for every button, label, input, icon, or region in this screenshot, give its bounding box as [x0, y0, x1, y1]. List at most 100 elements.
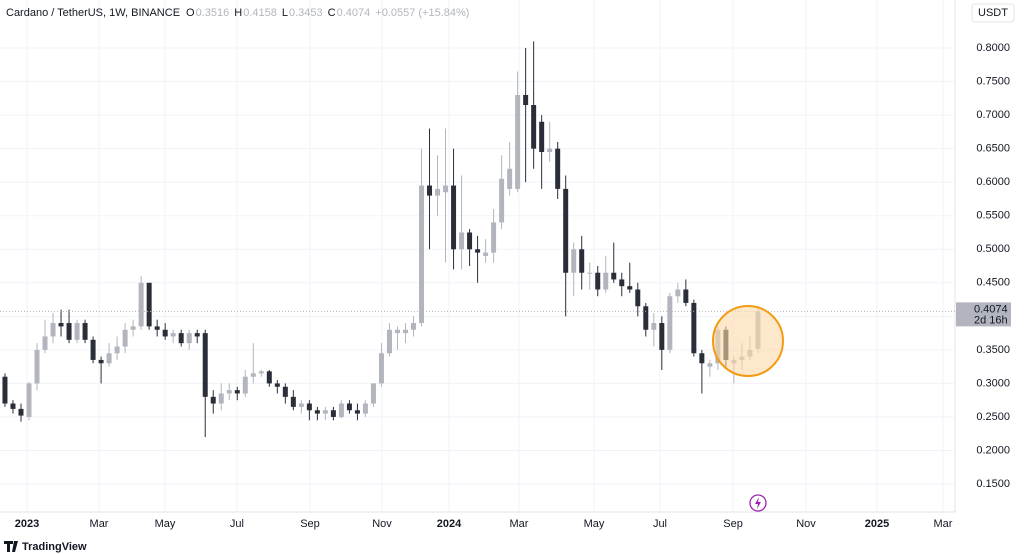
- candle-body: [314, 410, 320, 414]
- y-tick-label: 0.3500: [976, 344, 1010, 356]
- y-tick-label: 0.5500: [976, 210, 1010, 222]
- candle-body: [386, 329, 392, 354]
- candle-body: [202, 333, 208, 397]
- candle-body: [459, 232, 465, 250]
- candle-body: [146, 282, 152, 327]
- candle-body: [98, 359, 104, 364]
- candle-body: [555, 148, 561, 189]
- y-tick-label: 0.3000: [976, 377, 1010, 389]
- candle-body: [274, 383, 280, 387]
- ohlc-value: 0.3453: [289, 7, 323, 19]
- candle-body: [402, 329, 408, 334]
- candle-body: [226, 390, 232, 394]
- candle-body: [250, 373, 256, 377]
- candle-body: [114, 346, 120, 354]
- candle-body: [659, 323, 665, 350]
- candle-body: [162, 329, 168, 337]
- candle-body: [410, 323, 416, 330]
- y-tick-label: 0.5000: [976, 243, 1010, 255]
- logo-mark: [4, 541, 18, 552]
- candle-body: [266, 371, 272, 384]
- candle-body: [186, 333, 192, 344]
- candle-body: [635, 289, 641, 307]
- highlight-circle: [712, 305, 784, 377]
- candle-body: [322, 410, 328, 414]
- candle-body: [531, 105, 537, 149]
- ohlc-value: 0.4158: [243, 7, 277, 19]
- x-tick-label: Mar: [90, 518, 109, 530]
- candle-body: [394, 329, 400, 334]
- candle-body: [354, 410, 360, 414]
- candle-body: [595, 272, 601, 290]
- candle-body: [130, 326, 136, 330]
- candle-body: [210, 396, 216, 404]
- candle-body: [675, 289, 681, 297]
- candle-body: [603, 272, 609, 290]
- candle-body: [10, 403, 16, 409]
- candle-body: [619, 279, 625, 287]
- currency-button[interactable]: [971, 3, 1015, 23]
- candle-body: [26, 383, 32, 417]
- candle-body: [346, 403, 352, 411]
- candle-body: [82, 323, 88, 340]
- candle-body: [523, 94, 529, 106]
- candle-body: [571, 249, 577, 273]
- candle-body: [138, 282, 144, 327]
- ohlc-key: C: [328, 7, 336, 19]
- candle-body: [491, 222, 497, 253]
- candle-body: [154, 326, 160, 330]
- candle-body: [362, 403, 368, 414]
- x-tick-label: 2024: [437, 518, 462, 530]
- candle-body: [499, 178, 505, 223]
- header-title: Cardano / TetherUS, 1W, BINANCE: [6, 7, 180, 19]
- candle-body: [282, 386, 288, 397]
- candle-body: [435, 188, 441, 196]
- candle-body: [539, 121, 545, 152]
- candle-body: [106, 353, 112, 364]
- candle-body: [507, 168, 513, 189]
- x-tick-label: Nov: [796, 518, 816, 530]
- candle-body: [483, 252, 489, 256]
- candle-body: [90, 339, 96, 360]
- ohlc-key: L: [282, 7, 288, 19]
- candle-body: [419, 185, 425, 324]
- x-tick-label: Jul: [653, 518, 667, 530]
- candle-body: [475, 249, 481, 253]
- grid: [0, 0, 955, 512]
- candle-body: [683, 289, 689, 303]
- candle-body: [218, 393, 224, 404]
- candle-body: [194, 333, 200, 337]
- candle-body: [467, 232, 473, 250]
- candle-body: [242, 376, 248, 394]
- lightning: [755, 497, 761, 509]
- ohlc-key: O: [186, 7, 195, 19]
- candle-body: [427, 185, 433, 196]
- candle-body: [50, 323, 56, 337]
- candle-body: [58, 323, 64, 327]
- ohlc-key: H: [234, 7, 242, 19]
- candle-body: [699, 353, 705, 364]
- countdown: 2d 16h: [974, 314, 1008, 326]
- change: +0.0557 (+15.84%): [375, 7, 469, 19]
- y-tick-label: 0.8000: [976, 42, 1010, 54]
- candle-body: [651, 323, 657, 330]
- candle-body: [258, 371, 264, 374]
- y-tick-label: 0.7500: [976, 75, 1010, 87]
- currency-label: USDT: [978, 7, 1008, 19]
- candle-body: [451, 185, 457, 250]
- y-tick-label: 0.2500: [976, 411, 1010, 423]
- candle-body: [443, 185, 449, 193]
- last-price-label: 0.4074: [974, 303, 1008, 315]
- candle-body: [66, 323, 72, 340]
- candle-body: [370, 383, 376, 404]
- x-tick-label: Jul: [230, 518, 244, 530]
- candle-body: [611, 272, 617, 280]
- candle-body: [170, 333, 176, 337]
- candle-body: [234, 390, 240, 394]
- y-tick-label: 0.4500: [976, 277, 1010, 289]
- candle-body: [643, 306, 649, 330]
- y-tick-label: 0.6000: [976, 176, 1010, 188]
- x-tick-label: May: [584, 518, 605, 530]
